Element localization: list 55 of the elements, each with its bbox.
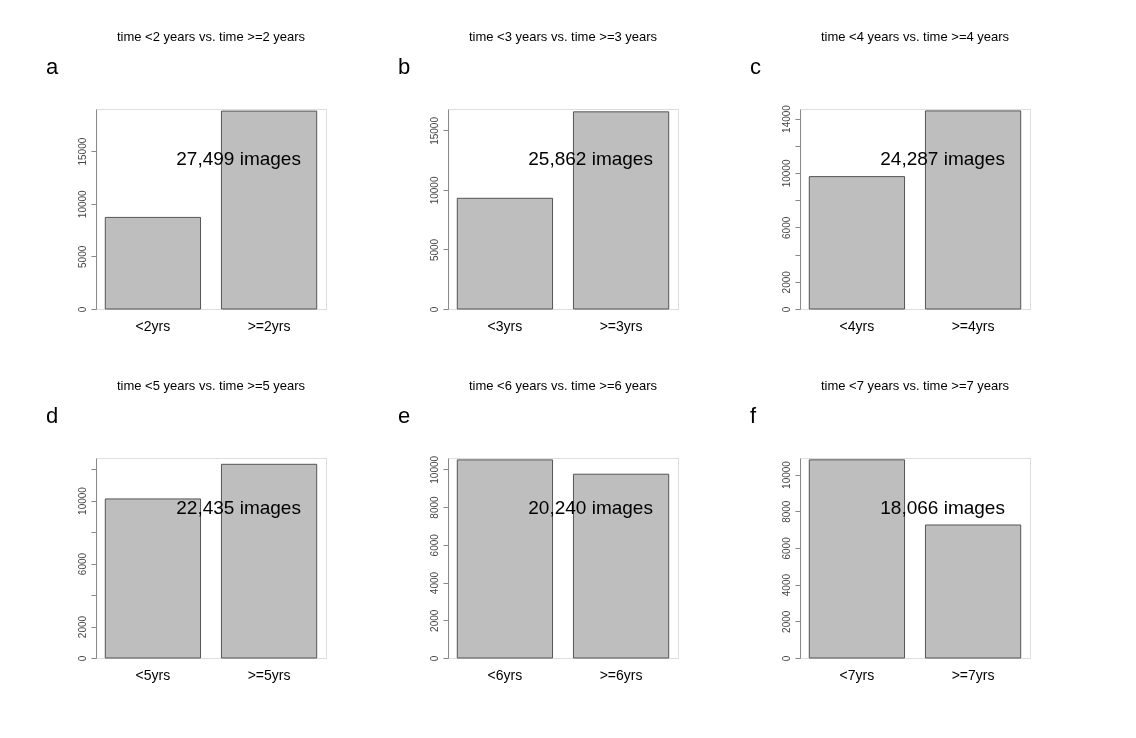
y-tick-label: 0: [780, 306, 792, 313]
y-tick-label: 0: [76, 306, 88, 313]
chart-title: time <2 years vs. time >=2 years: [116, 29, 306, 44]
y-tick-label: 6000: [428, 533, 440, 557]
y-tick-label: 6000: [76, 552, 88, 576]
x-tick-label: <2yrs: [135, 317, 171, 334]
x-tick-label: >=5yrs: [247, 666, 291, 683]
x-tick-label: <5yrs: [135, 666, 171, 683]
y-tick-label: 0: [76, 655, 88, 662]
x-tick-label: <6yrs: [487, 666, 523, 683]
text: a: [46, 54, 59, 79]
x-tick-label: >=6yrs: [599, 666, 643, 683]
x-tick-label: <7yrs: [839, 666, 875, 683]
y-tick-label: 0: [428, 306, 440, 313]
y-tick-label: 15000: [428, 116, 440, 145]
chart-title: time <6 years vs. time >=6 years: [468, 378, 658, 393]
x-tick-label: >=4yrs: [951, 317, 995, 334]
text: c: [750, 54, 761, 79]
y-tick-label: 10000: [428, 455, 440, 484]
y-tick-label: 10000: [428, 176, 440, 205]
y-tick-label: 8000: [428, 496, 440, 519]
y-tick-label: 0: [780, 655, 792, 662]
y-tick-label: 2000: [780, 270, 792, 294]
y-tick-label: 5000: [76, 245, 88, 268]
y-tick-label: 14000: [780, 104, 792, 133]
chart-title: time <4 years vs. time >=4 years: [820, 29, 1010, 44]
y-tick-label: 2000: [428, 609, 440, 632]
text: b: [398, 54, 411, 79]
y-tick-label: 5000: [428, 238, 440, 262]
y-tick-label: 0: [428, 655, 440, 662]
y-tick-label: 4000: [428, 571, 440, 595]
y-tick-label: 10000: [780, 159, 792, 188]
x-tick-label: <4yrs: [839, 317, 875, 334]
x-tick-label: <3yrs: [487, 317, 523, 334]
chart-title: time <3 years vs. time >=3 years: [468, 29, 658, 44]
y-tick-label: 10000: [76, 486, 88, 515]
x-tick-label: >=2yrs: [247, 317, 291, 334]
chart-title: time <7 years vs. time >=7 years: [820, 378, 1010, 393]
y-tick-label: 10000: [76, 189, 88, 219]
y-tick-label: 2000: [76, 615, 88, 639]
y-tick-label: 8000: [780, 500, 792, 523]
y-tick-label: 15000: [76, 137, 88, 166]
annotation: 20,240 images: [528, 497, 653, 518]
chart-title: time <5 years vs. time >=5 years: [116, 378, 306, 393]
y-tick-label: 6000: [780, 536, 792, 560]
x-tick-label: >=3yrs: [599, 317, 643, 334]
y-tick-label: 10000: [780, 460, 792, 489]
y-tick-label: 6000: [780, 216, 792, 239]
x-tick-label: >=7yrs: [951, 666, 995, 683]
annotation: 22,435 images: [176, 497, 301, 518]
y-tick-label: 4000: [780, 573, 792, 597]
text: d: [46, 403, 59, 428]
y-tick-label: 2000: [780, 610, 792, 633]
text: f: [750, 403, 757, 428]
text: e: [398, 403, 411, 428]
